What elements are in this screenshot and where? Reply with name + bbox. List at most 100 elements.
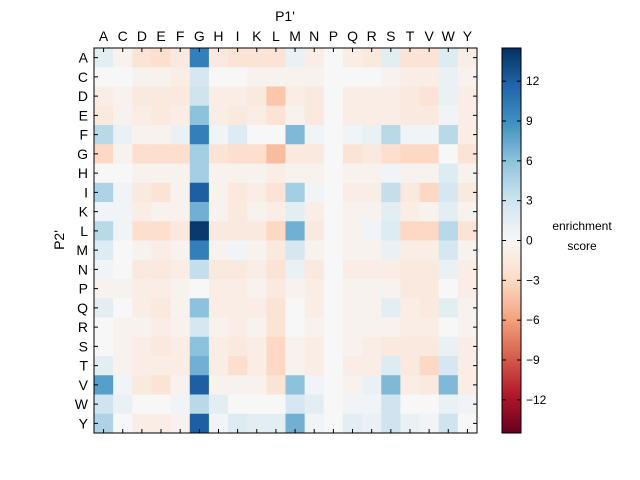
heatmap-cell-N-F [170, 259, 191, 280]
y-tick-label: K [79, 204, 89, 220]
heatmap-cell-Y-E [151, 413, 171, 434]
heatmap-cell-K-Y [457, 202, 478, 222]
heatmap-cell-A-W [438, 48, 459, 68]
heatmap-cell-I-Q [342, 182, 363, 203]
heatmap-cell-V-M [285, 375, 306, 395]
heatmap-cell-H-P [323, 163, 344, 184]
heatmap-cell-E-E [151, 105, 171, 126]
heatmap-cell-V-E [151, 375, 171, 395]
heatmap-cell-F-R [362, 125, 382, 145]
y-tick-label: R [78, 319, 88, 335]
heatmap-cell-E-W [438, 105, 459, 126]
heatmap-cell-H-C [113, 163, 133, 184]
y-tick-label: Q [77, 300, 88, 316]
heatmap-cell-H-E [151, 163, 171, 184]
heatmap-cell-D-W [438, 86, 459, 107]
heatmap-cell-C-W [438, 67, 459, 87]
x-tick-label: V [424, 28, 434, 44]
heatmap-cell-L-E [151, 221, 171, 241]
heatmap-cell-R-P [323, 317, 344, 338]
heatmap-cell-D-C [113, 86, 133, 107]
heatmap-cell-R-Y [457, 317, 478, 338]
heatmap-cell-F-G [189, 125, 210, 145]
heatmap-cell-A-T [400, 48, 420, 68]
heatmap-cell-P-T [400, 279, 420, 299]
heatmap-cell-C-L [266, 67, 286, 87]
heatmap-cell-D-F [170, 86, 191, 107]
heatmap-cell-W-S [381, 394, 401, 415]
heatmap-cell-N-R [362, 259, 382, 280]
heatmap-cell-W-D [132, 394, 152, 415]
heatmap-cell-Q-H [208, 298, 229, 318]
heatmap-cell-W-F [170, 394, 191, 415]
heatmap-cell-Q-N [304, 298, 325, 318]
heatmap-cell-S-N [304, 336, 325, 357]
heatmap-cell-R-V [419, 317, 440, 338]
heatmap-cell-Y-V [419, 413, 440, 434]
y-tick-label: I [84, 184, 88, 200]
heatmap-cell-T-Q [342, 356, 363, 376]
heatmap-cell-Q-M [285, 298, 306, 318]
heatmap-cell-K-K [247, 202, 267, 222]
heatmap-cell-T-M [285, 356, 306, 376]
heatmap-cell-F-N [304, 125, 325, 145]
heatmap-cell-A-E [151, 48, 171, 68]
heatmap-cell-N-C [113, 259, 133, 280]
heatmap-cell-N-I [228, 259, 248, 280]
heatmap-cell-Q-C [113, 298, 133, 318]
heatmap-cell-F-E [151, 125, 171, 145]
colorbar-tick-label: −9 [526, 353, 540, 367]
heatmap-cell-H-H [208, 163, 229, 184]
heatmap-cell-Y-H [208, 413, 229, 434]
heatmap-cell-Q-I [228, 298, 248, 318]
heatmap-cell-L-A [94, 221, 114, 241]
heatmap-cell-I-N [304, 182, 325, 203]
heatmap-cell-R-K [247, 317, 267, 338]
heatmap-cell-C-Y [457, 67, 478, 87]
heatmap-cell-T-L [266, 356, 286, 376]
heatmap-cell-L-W [438, 221, 459, 241]
heatmap-cell-A-R [362, 48, 382, 68]
heatmap-cell-L-D [132, 221, 152, 241]
heatmap-cell-Y-R [362, 413, 382, 434]
heatmap-cell-G-G [189, 144, 210, 164]
heatmap-cell-K-E [151, 202, 171, 222]
heatmap-cell-Y-M [285, 413, 306, 434]
heatmap-cell-V-D [132, 375, 152, 395]
heatmap-cells [94, 48, 478, 434]
heatmap-cell-D-T [400, 86, 420, 107]
heatmap-cell-I-D [132, 182, 152, 203]
colorbar-tick-label: −3 [526, 273, 540, 287]
heatmap-cell-A-L [266, 48, 286, 68]
heatmap-cell-S-H [208, 336, 229, 357]
heatmap-cell-Y-F [170, 413, 191, 434]
heatmap-cell-G-C [113, 144, 133, 164]
heatmap-cell-V-H [208, 375, 229, 395]
heatmap-cell-K-P [323, 202, 344, 222]
heatmap-cell-I-I [228, 182, 248, 203]
colorbar-label-line1: enrichment [552, 219, 612, 233]
heatmap-cell-I-W [438, 182, 459, 203]
heatmap-cell-L-M [285, 221, 306, 241]
heatmap-cell-E-G [189, 105, 210, 126]
y-tick-label: S [79, 338, 88, 354]
heatmap-cell-D-I [228, 86, 248, 107]
colorbar-tick-label: −12 [526, 393, 547, 407]
heatmap-cell-L-Y [457, 221, 478, 241]
heatmap-cell-F-K [247, 125, 267, 145]
heatmap-cell-K-T [400, 202, 420, 222]
heatmap-cell-I-E [151, 182, 171, 203]
heatmap-cell-M-W [438, 240, 459, 261]
colorbar-tick-label: 9 [526, 114, 533, 128]
heatmap-cell-R-N [304, 317, 325, 338]
y-tick-label: A [79, 50, 89, 66]
heatmap-cell-R-R [362, 317, 382, 338]
heatmap-cell-G-N [304, 144, 325, 164]
heatmap-cell-P-N [304, 279, 325, 299]
heatmap-cell-P-S [381, 279, 401, 299]
heatmap-cell-E-F [170, 105, 191, 126]
y-tick-label: L [80, 223, 88, 239]
heatmap-cell-R-H [208, 317, 229, 338]
x-tick-label: T [406, 28, 415, 44]
heatmap-cell-N-M [285, 259, 306, 280]
